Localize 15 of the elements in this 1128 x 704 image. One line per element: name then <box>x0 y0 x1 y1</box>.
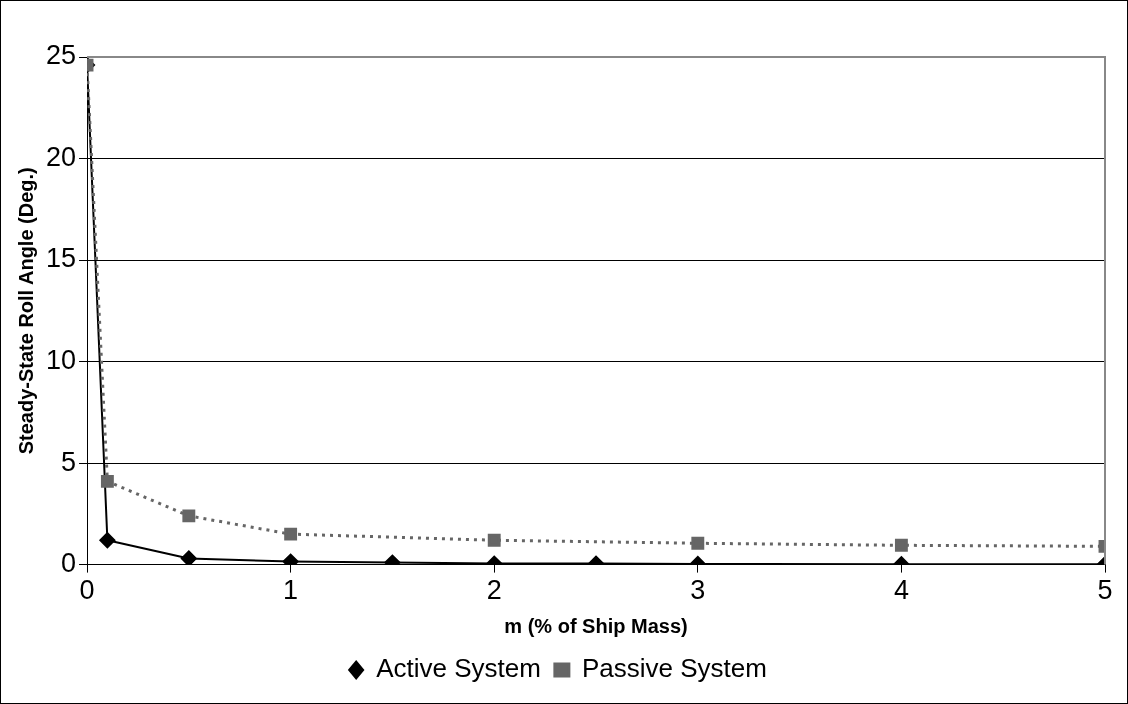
x-axis-title: m (% of Ship Mass) <box>504 614 688 637</box>
y-tick-label: 25 <box>45 40 77 71</box>
y-tick-label: 15 <box>45 243 77 274</box>
x-tick-label: 4 <box>893 575 909 606</box>
legend-label: Passive System <box>581 653 767 684</box>
y-tick-label: 5 <box>61 446 77 477</box>
legend-label: Active System <box>376 653 541 684</box>
y-tick-label: 20 <box>45 141 77 172</box>
y-tick-label: 0 <box>61 548 77 579</box>
x-tick-label: 1 <box>283 575 299 606</box>
y-tick-label: 10 <box>45 345 77 376</box>
x-tick-label: 3 <box>690 575 706 606</box>
y-axis-title: Steady-State Roll Angle (Deg.) <box>14 167 37 455</box>
x-tick-label: 2 <box>486 575 502 606</box>
x-tick-label: 5 <box>1097 575 1113 606</box>
